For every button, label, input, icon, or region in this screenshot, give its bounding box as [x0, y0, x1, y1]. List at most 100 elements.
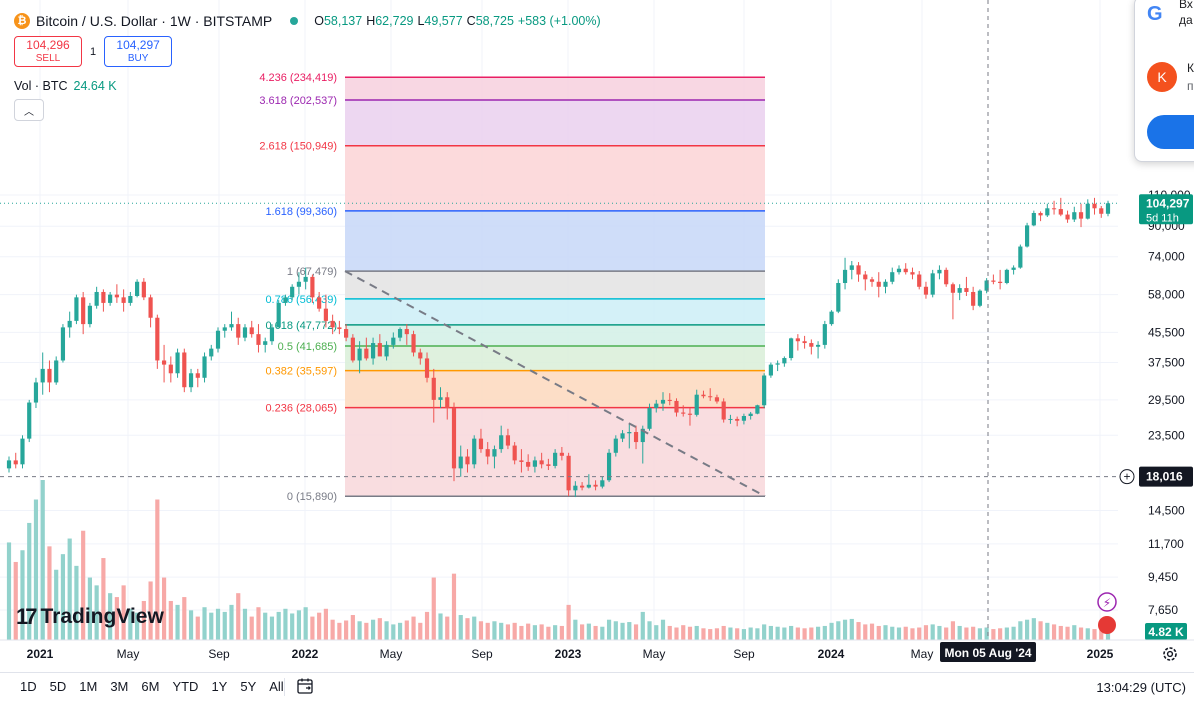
- volume-bar: [370, 619, 376, 640]
- candle-body: [1105, 203, 1111, 214]
- candle-series: [6, 197, 1111, 498]
- candle-body: [418, 352, 423, 359]
- candle-body: [290, 286, 295, 298]
- volume-bar: [492, 621, 497, 640]
- fib-zone: [345, 271, 765, 299]
- chart-settings-gear-icon[interactable]: [1161, 645, 1179, 663]
- range-button-ytd[interactable]: YTD: [172, 679, 199, 694]
- current-price-label: 104,297: [1146, 196, 1190, 210]
- candle-body: [195, 373, 200, 378]
- crosshair-date-badge: [940, 642, 1036, 662]
- volume-bar: [397, 622, 403, 640]
- candle-body: [856, 265, 861, 275]
- candle-body: [465, 456, 470, 465]
- candle-body: [957, 288, 962, 293]
- range-button-1y[interactable]: 1Y: [211, 679, 228, 694]
- range-button-6m[interactable]: 6M: [141, 679, 160, 694]
- volume-bar: [526, 623, 531, 640]
- candle-body: [613, 438, 618, 453]
- goto-date-calendar-icon[interactable]: [296, 677, 314, 695]
- volume-bar: [317, 612, 322, 640]
- time-axis-tick: May: [911, 647, 934, 661]
- candle-body: [971, 291, 976, 306]
- google-signin-popup: G Вх да K К п: [1134, 0, 1194, 162]
- utc-clock[interactable]: 13:04:29 (UTC): [1096, 680, 1186, 695]
- fib-zone: [345, 370, 765, 408]
- volume-bar: [222, 611, 227, 640]
- candle-body: [768, 364, 773, 376]
- volume-bar: [60, 554, 66, 640]
- volume-bar: [1031, 618, 1036, 640]
- volume-bar: [499, 622, 504, 640]
- candle-body: [714, 397, 720, 402]
- candle-body: [539, 460, 544, 465]
- ohlc-key: L: [417, 14, 425, 28]
- candle-body: [114, 294, 119, 298]
- candle-body: [930, 273, 935, 295]
- sell-button[interactable]: 104,296 SELL: [14, 36, 82, 67]
- account-name: К: [1187, 61, 1194, 75]
- candle-body: [586, 484, 591, 488]
- candle-body: [721, 401, 726, 420]
- candle-body: [263, 341, 268, 345]
- volume-bar: [472, 616, 477, 640]
- volume-bars: [6, 480, 1111, 640]
- candle-body: [54, 360, 59, 383]
- fib-level-label: 0.236 (28,065): [265, 403, 337, 415]
- volume-bar: [809, 627, 814, 640]
- buy-button[interactable]: 104,297 BUY: [104, 36, 173, 67]
- candle-body: [620, 433, 625, 439]
- collapse-legend-button[interactable]: ︿: [14, 99, 44, 121]
- candle-body: [802, 341, 807, 344]
- candle-body: [681, 412, 686, 414]
- candle-body: [1018, 246, 1023, 268]
- volume-legend[interactable]: Vol · BTC 24.64 K: [14, 79, 117, 93]
- buy-label: BUY: [127, 52, 149, 64]
- add-alert-plus-icon[interactable]: [1119, 469, 1135, 485]
- price-axis-tick: 29,500: [1148, 393, 1185, 407]
- range-button-all[interactable]: All: [269, 679, 284, 694]
- volume-bar: [485, 622, 490, 640]
- candle-body: [869, 279, 875, 282]
- volume-bar: [202, 607, 207, 640]
- candle-body: [1004, 269, 1009, 284]
- candle-body: [458, 456, 463, 469]
- volume-bar: [236, 593, 241, 640]
- candle-body: [1058, 209, 1063, 215]
- volume-bar: [977, 628, 982, 640]
- candle-body: [1051, 208, 1057, 210]
- volume-bar: [620, 622, 625, 640]
- volume-bar: [161, 577, 167, 640]
- range-button-1m[interactable]: 1M: [79, 679, 98, 694]
- symbol-title[interactable]: Bitcoin / U.S. Dollar · 1W · BITSTAMP: [36, 13, 273, 29]
- candle-body: [741, 415, 747, 421]
- volume-bar: [20, 550, 25, 640]
- candle-body: [849, 265, 854, 270]
- range-button-3m[interactable]: 3M: [110, 679, 129, 694]
- candle-body: [81, 297, 86, 325]
- volume-bar: [101, 558, 106, 640]
- time-axis-tick: 2025: [1087, 647, 1114, 661]
- range-button-1d[interactable]: 1D: [20, 679, 37, 694]
- candle-body: [357, 348, 362, 361]
- volume-bar: [310, 616, 315, 640]
- candle-body: [411, 334, 416, 353]
- volume-bar: [505, 624, 511, 640]
- range-button-5d[interactable]: 5D: [49, 679, 67, 694]
- volume-bar: [87, 577, 92, 640]
- volume-bar: [869, 623, 875, 640]
- volume-bar: [890, 626, 895, 640]
- volume-bar: [458, 615, 463, 640]
- range-button-5y[interactable]: 5Y: [240, 679, 257, 694]
- account-avatar[interactable]: K: [1147, 62, 1177, 92]
- volume-bar: [876, 625, 881, 640]
- volume-bar: [748, 627, 753, 640]
- candle-body: [553, 452, 558, 466]
- candle-body: [20, 438, 25, 465]
- volume-bar: [815, 626, 821, 640]
- continue-button[interactable]: [1147, 115, 1194, 149]
- ohlc-item: H62,729: [366, 14, 413, 28]
- popup-title: Вх: [1179, 0, 1193, 11]
- market-status-icon: [290, 17, 299, 25]
